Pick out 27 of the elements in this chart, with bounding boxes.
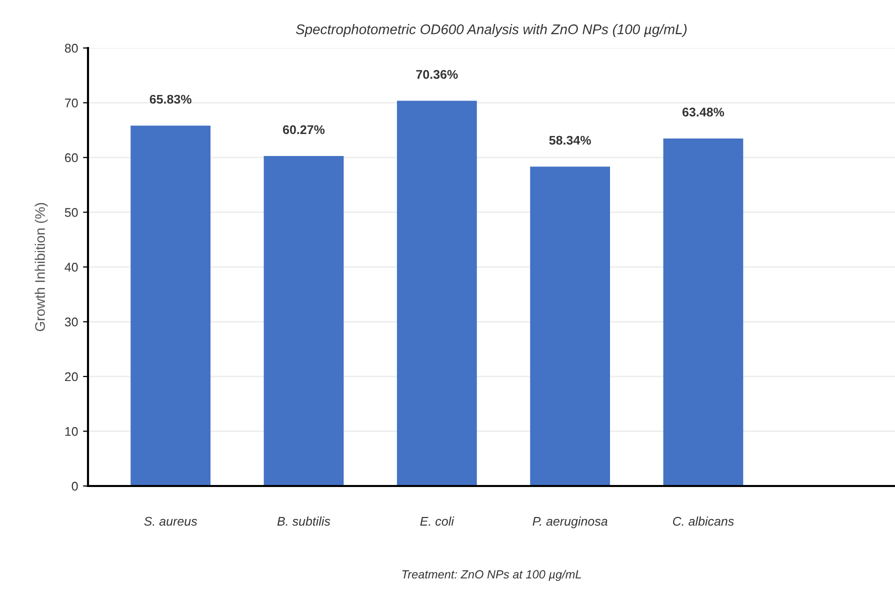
x-tick-label: C. albicans [673, 516, 734, 526]
y-tick-label: 70 [65, 98, 78, 108]
y-tick-label: 80 [64, 44, 78, 53]
y-tick-label: 30 [64, 318, 78, 326]
y-axis-title: Growth Inhibition (%) [34, 203, 48, 332]
x-tick-label: B. subtilis [277, 516, 330, 526]
bar [530, 166, 610, 486]
bar [663, 138, 744, 486]
x-tick-label: S. aureus [144, 516, 198, 526]
bar [396, 100, 477, 486]
y-tick-label: 10 [65, 427, 78, 436]
data-label: 63.48% [682, 108, 724, 117]
y-tick-label: 40 [64, 262, 78, 272]
x-axis-title: Treatment: ZnO NPs at 100 µg/mL [402, 570, 581, 581]
y-tick-label: 60 [65, 153, 78, 162]
y-tick-label: 20 [65, 372, 78, 382]
data-label: 70.36% [416, 70, 458, 79]
data-label: 60.27% [282, 125, 325, 134]
bar [264, 156, 344, 486]
chart-title: Spectrophotometric OD600 Analysis with ZnO NPs (100 µg/mL) [296, 24, 687, 37]
x-tick-label: E. coli [420, 516, 454, 526]
data-label: 65.83% [150, 94, 192, 104]
y-tick-label: 50 [64, 208, 78, 217]
y-tick-label: 0 [72, 482, 78, 491]
x-tick-label: P. aeruginosa [532, 516, 608, 528]
data-label: 58.34% [549, 136, 591, 145]
bar [130, 126, 211, 486]
